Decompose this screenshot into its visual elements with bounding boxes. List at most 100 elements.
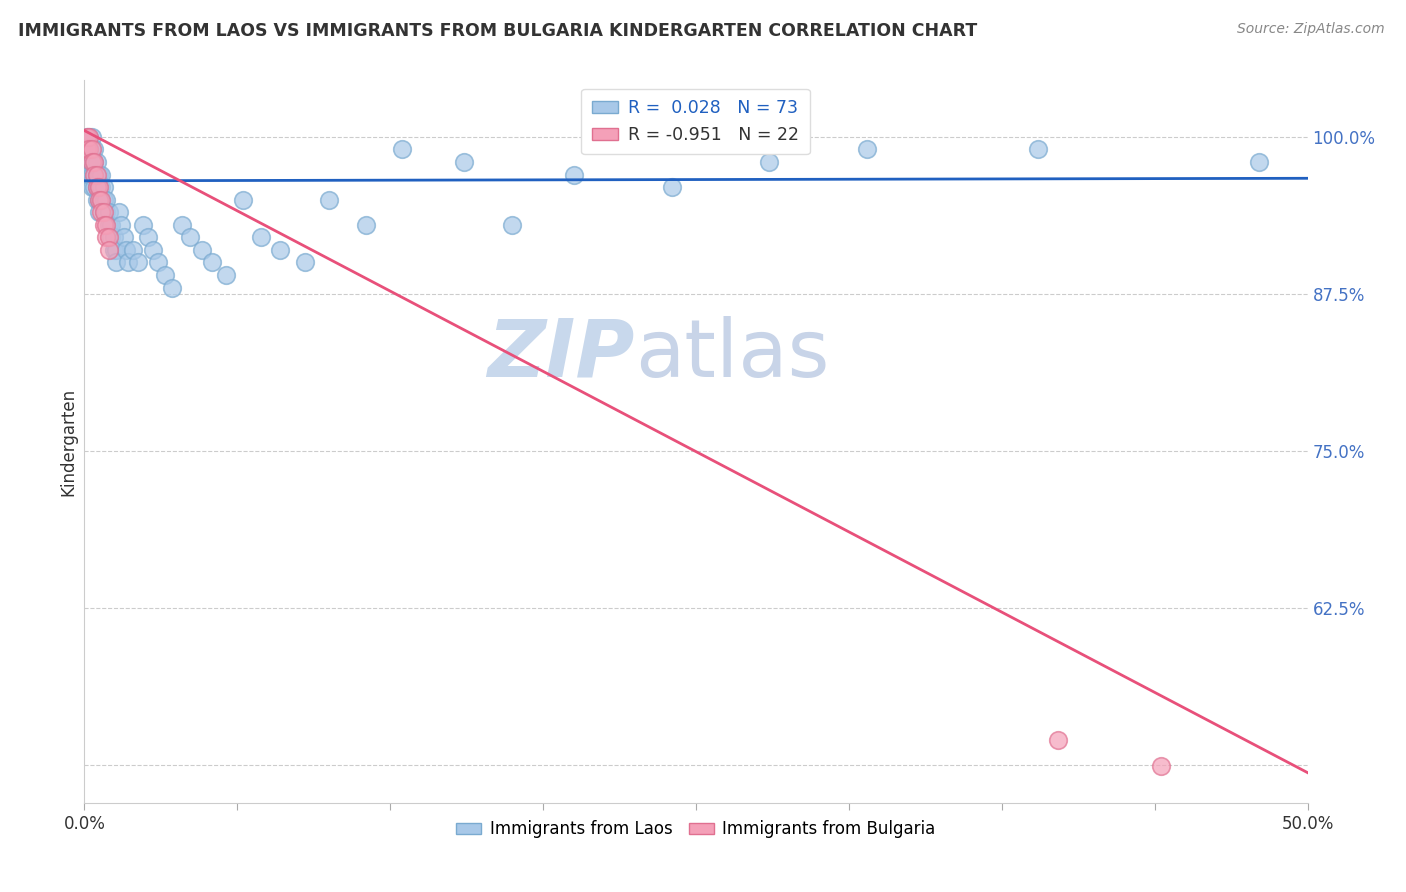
Point — [96, 205, 118, 219]
Point — [80, 142, 103, 156]
Point — [87, 205, 110, 219]
Point — [83, 168, 105, 182]
Point — [93, 180, 115, 194]
Point — [105, 255, 128, 269]
Point — [105, 243, 128, 257]
Point — [86, 180, 108, 194]
Point — [87, 193, 110, 207]
Point — [122, 243, 145, 257]
Point — [93, 205, 115, 219]
Point — [80, 168, 103, 182]
Point — [110, 218, 132, 232]
Point — [76, 155, 98, 169]
Point — [83, 180, 105, 194]
Y-axis label: Kindergarten: Kindergarten — [59, 387, 77, 496]
Point — [179, 230, 201, 244]
Point — [97, 218, 120, 232]
Point — [117, 255, 139, 269]
Point — [76, 142, 98, 156]
Point — [80, 155, 103, 169]
Point — [80, 142, 103, 156]
Point — [93, 218, 115, 232]
Point — [90, 193, 112, 207]
Point — [153, 268, 176, 282]
Point — [391, 142, 413, 156]
Point — [132, 218, 155, 232]
Point — [354, 218, 377, 232]
Point — [90, 168, 112, 182]
Point — [100, 218, 122, 232]
Text: ZIP: ZIP — [488, 316, 636, 394]
Point — [87, 193, 110, 207]
Text: Source: ZipAtlas.com: Source: ZipAtlas.com — [1237, 22, 1385, 37]
Legend: Immigrants from Laos, Immigrants from Bulgaria: Immigrants from Laos, Immigrants from Bu… — [450, 814, 942, 845]
Point — [83, 155, 105, 169]
Point — [83, 168, 105, 182]
Point — [856, 142, 879, 156]
Point — [90, 205, 112, 219]
Point — [86, 155, 108, 169]
Point — [93, 205, 115, 219]
Point — [96, 218, 118, 232]
Point — [191, 243, 214, 257]
Point — [162, 280, 184, 294]
Point — [90, 180, 112, 194]
Point — [115, 243, 138, 257]
Point — [97, 230, 120, 244]
Point — [142, 243, 165, 257]
Point — [172, 218, 194, 232]
Point — [249, 230, 271, 244]
Point — [77, 129, 100, 144]
Point — [87, 180, 110, 194]
Point — [100, 230, 122, 244]
Point — [86, 168, 108, 182]
Point — [86, 168, 108, 182]
Point — [96, 230, 118, 244]
Point — [661, 180, 683, 194]
Point — [77, 168, 100, 182]
Point — [83, 155, 105, 169]
Point — [86, 193, 108, 207]
Point — [1047, 733, 1070, 747]
Point — [502, 218, 524, 232]
Point — [215, 268, 238, 282]
Point — [87, 168, 110, 182]
Point — [83, 142, 105, 156]
Point — [103, 243, 125, 257]
Point — [77, 142, 100, 156]
Point — [136, 230, 159, 244]
Point — [1247, 155, 1270, 169]
Point — [269, 243, 291, 257]
Point — [232, 193, 254, 207]
Point — [562, 168, 585, 182]
Point — [93, 193, 115, 207]
Point — [1150, 759, 1173, 773]
Point — [453, 155, 475, 169]
Point — [76, 129, 98, 144]
Point — [146, 255, 169, 269]
Point — [77, 129, 100, 144]
Point — [103, 230, 125, 244]
Point — [200, 255, 222, 269]
Point — [758, 155, 780, 169]
Point — [80, 155, 103, 169]
Text: IMMIGRANTS FROM LAOS VS IMMIGRANTS FROM BULGARIA KINDERGARTEN CORRELATION CHART: IMMIGRANTS FROM LAOS VS IMMIGRANTS FROM … — [18, 22, 977, 40]
Point — [318, 193, 340, 207]
Point — [107, 205, 129, 219]
Point — [87, 180, 110, 194]
Point — [294, 255, 316, 269]
Point — [97, 243, 120, 257]
Point — [86, 180, 108, 194]
Point — [97, 205, 120, 219]
Point — [90, 193, 112, 207]
Text: atlas: atlas — [636, 316, 830, 394]
Point — [112, 230, 135, 244]
Point — [80, 129, 103, 144]
Point — [76, 129, 98, 144]
Point — [96, 193, 118, 207]
Point — [76, 142, 98, 156]
Point — [127, 255, 149, 269]
Point — [77, 155, 100, 169]
Point — [77, 142, 100, 156]
Point — [80, 180, 103, 194]
